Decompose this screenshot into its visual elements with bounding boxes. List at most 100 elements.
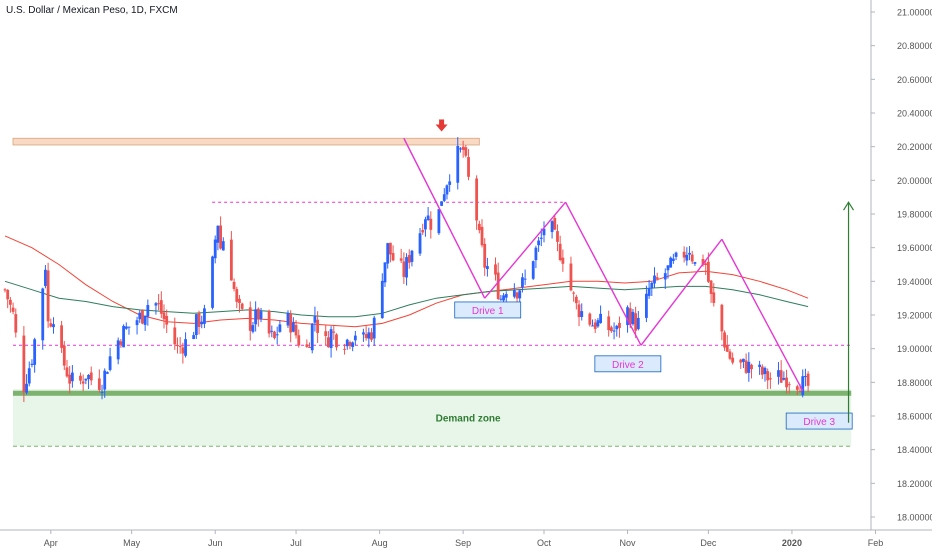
time-tick-label: Dec — [700, 538, 717, 548]
candle-body — [364, 334, 368, 339]
candle-body — [806, 373, 810, 386]
price-tick-label: 19.80000 — [897, 210, 932, 220]
candle-body — [194, 314, 198, 335]
candle-body — [787, 384, 791, 386]
price-tick-label: 20.20000 — [897, 142, 932, 152]
candle-body — [556, 231, 559, 242]
candle-body — [521, 277, 524, 288]
candle-body — [259, 311, 263, 319]
candle-body — [211, 256, 214, 308]
candle-body — [723, 332, 726, 348]
candle-body — [523, 278, 527, 280]
candle-body — [553, 217, 557, 230]
candle-body — [599, 313, 602, 324]
candle-body — [176, 344, 179, 346]
resistance-zone — [12, 137, 480, 146]
candle-body — [534, 247, 538, 261]
candle-body — [669, 257, 673, 268]
candle-body — [480, 226, 484, 246]
candle-body — [537, 240, 541, 246]
drive-label: Drive 2 — [612, 360, 644, 371]
candle-body — [798, 390, 802, 393]
candle-body — [203, 308, 206, 324]
price-tick-label: 19.40000 — [897, 277, 932, 287]
arrow-down-icon — [435, 124, 448, 132]
candle-body — [685, 254, 689, 261]
candle-body — [456, 146, 460, 183]
candle-body — [531, 261, 535, 279]
candle-body — [650, 282, 654, 289]
time-tick-label: Sep — [455, 538, 471, 548]
drive-label-box — [454, 301, 522, 319]
time-tick-label: Nov — [620, 538, 637, 548]
candle-body — [518, 290, 522, 299]
candle-body — [442, 194, 446, 201]
candle-body — [388, 242, 392, 255]
drive-label: Drive 3 — [803, 417, 835, 428]
candle-body — [219, 225, 222, 249]
candle-body — [44, 269, 47, 286]
candle-body — [162, 312, 166, 320]
candle-body — [591, 325, 594, 327]
candle-body — [232, 281, 236, 290]
candle-body — [731, 357, 735, 363]
candle-body — [461, 146, 465, 150]
candle-body — [550, 221, 554, 233]
candle-body — [426, 215, 430, 220]
price-tick-label: 20.40000 — [897, 109, 932, 119]
candle-body — [504, 294, 508, 298]
candle-body — [477, 223, 481, 231]
candle-body — [124, 326, 128, 329]
candle-body — [81, 381, 85, 384]
candle-body — [52, 324, 55, 328]
time-tick-label: Apr — [44, 538, 58, 548]
candle-body — [178, 345, 182, 347]
candle-body — [539, 237, 543, 239]
candle-body — [221, 241, 225, 251]
candle-body — [577, 304, 581, 318]
candle-body — [671, 258, 675, 261]
candle-body — [383, 262, 387, 283]
candle-body — [626, 307, 629, 326]
candle-body — [779, 370, 783, 383]
candle-body — [437, 209, 441, 234]
candle-body — [89, 372, 93, 381]
candle-body — [725, 344, 729, 352]
candle-body — [804, 376, 807, 378]
price-tick-label: 20.60000 — [897, 75, 932, 85]
candle-body — [542, 228, 546, 236]
candle-body — [143, 315, 147, 325]
candle-body — [154, 303, 158, 306]
drive-label: Drive 1 — [472, 306, 504, 317]
candle-body — [701, 258, 705, 265]
drive-label-box — [785, 412, 853, 430]
candle-body — [135, 320, 139, 326]
candle-body — [712, 292, 716, 303]
candle-body — [372, 317, 376, 339]
price-tick-label: 19.20000 — [897, 311, 932, 321]
price-tick-label: 18.40000 — [897, 445, 932, 455]
candle-body — [763, 367, 767, 375]
candle-body — [706, 261, 710, 282]
candle-body — [418, 233, 422, 254]
candle-body — [351, 342, 355, 348]
candle-body — [327, 337, 330, 348]
candle-body — [138, 312, 142, 320]
candle-body — [184, 339, 187, 356]
candle-body — [33, 339, 37, 365]
candle-body — [49, 323, 53, 327]
drive-label-box — [594, 355, 662, 373]
candle-body — [106, 372, 109, 374]
candle-body — [79, 375, 82, 381]
candle-body — [690, 254, 694, 262]
candle-body — [256, 308, 260, 320]
time-axis: Apr May Jun Jul Aug Sep Oct Nov Dec 2020 Feb — [0, 529, 932, 548]
candle-body — [391, 253, 395, 261]
drive-line — [564, 201, 642, 346]
candle-body — [119, 341, 123, 345]
candle-body — [165, 315, 169, 325]
candle-body — [801, 376, 805, 396]
candle-body — [572, 292, 576, 294]
candle-body — [728, 351, 732, 359]
